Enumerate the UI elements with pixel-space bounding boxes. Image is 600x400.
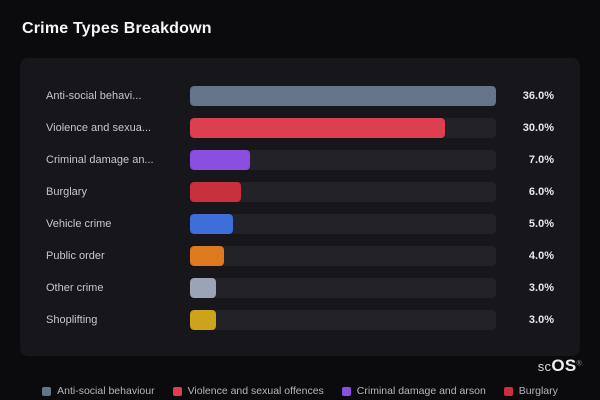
chart-rows: Anti-social behavi... 36.0% Violence and s… — [46, 80, 554, 336]
bar-track — [190, 150, 496, 170]
value-label: 6.0% — [528, 186, 554, 198]
bar-track — [190, 310, 496, 330]
bar — [190, 310, 216, 330]
legend-label: Anti-social behaviour — [57, 385, 155, 397]
chart-row: Anti-social behavi... 36.0% — [46, 80, 554, 112]
legend-swatch-icon — [341, 386, 351, 396]
bar-track — [190, 214, 496, 234]
value-label: 7.0% — [528, 154, 554, 166]
legend-item: Criminal damage and arson — [341, 385, 486, 397]
bar — [190, 214, 233, 234]
bar-track — [190, 278, 496, 298]
legend-item: Anti-social behaviour — [42, 385, 155, 397]
legend-swatch-icon — [42, 386, 52, 396]
scos-logo: scOS® — [538, 356, 582, 376]
chart-row: Burglary 6.0% — [46, 176, 554, 208]
bar-track — [190, 86, 496, 106]
chart-legend: Anti-social behaviour Violence and sexual… — [0, 385, 600, 397]
legend-swatch-icon — [172, 386, 182, 396]
chart-row: Public order 4.0% — [46, 240, 554, 272]
chart-row: Shoplifting 3.0% — [46, 304, 554, 336]
category-label: Shoplifting — [46, 314, 98, 326]
bar — [190, 150, 250, 170]
legend-item: Burglary — [503, 385, 558, 397]
bar-track — [190, 182, 496, 202]
category-label: Other crime — [46, 282, 104, 294]
category-label: Violence and sexua... — [46, 122, 151, 134]
bar-track — [190, 118, 496, 138]
category-label: Criminal damage an... — [46, 154, 154, 166]
value-label: 5.0% — [528, 218, 554, 230]
value-label: 36.0% — [522, 90, 554, 102]
value-label: 30.0% — [522, 122, 554, 134]
legend-swatch-icon — [503, 386, 513, 396]
legend-label: Burglary — [518, 385, 558, 397]
legend-item: Violence and sexual offences — [172, 385, 324, 397]
bar-track — [190, 246, 496, 266]
category-label: Public order — [46, 250, 105, 262]
bar — [190, 246, 224, 266]
bar — [190, 86, 496, 106]
logo-prefix: sc — [537, 359, 552, 374]
legend-label: Criminal damage and arson — [356, 385, 486, 397]
category-label: Burglary — [46, 186, 87, 198]
category-label: Vehicle crime — [46, 218, 112, 230]
bar — [190, 118, 445, 138]
chart-row: Criminal damage an... 7.0% — [46, 144, 554, 176]
bar — [190, 278, 216, 298]
value-label: 3.0% — [528, 282, 554, 294]
bar — [190, 182, 241, 202]
value-label: 4.0% — [528, 250, 554, 262]
legend-label: Violence and sexual offences — [187, 385, 324, 397]
chart-row: Other crime 3.0% — [46, 272, 554, 304]
page-title: Crime Types Breakdown — [22, 20, 212, 37]
registered-mark-icon: ® — [576, 360, 582, 368]
category-label: Anti-social behavi... — [46, 90, 142, 102]
chart-row: Violence and sexua... 30.0% — [46, 112, 554, 144]
chart-row: Vehicle crime 5.0% — [46, 208, 554, 240]
logo-suffix: OS — [551, 356, 577, 375]
value-label: 3.0% — [528, 314, 554, 326]
chart-panel: Anti-social behavi... 36.0% Violence and s… — [20, 58, 580, 356]
